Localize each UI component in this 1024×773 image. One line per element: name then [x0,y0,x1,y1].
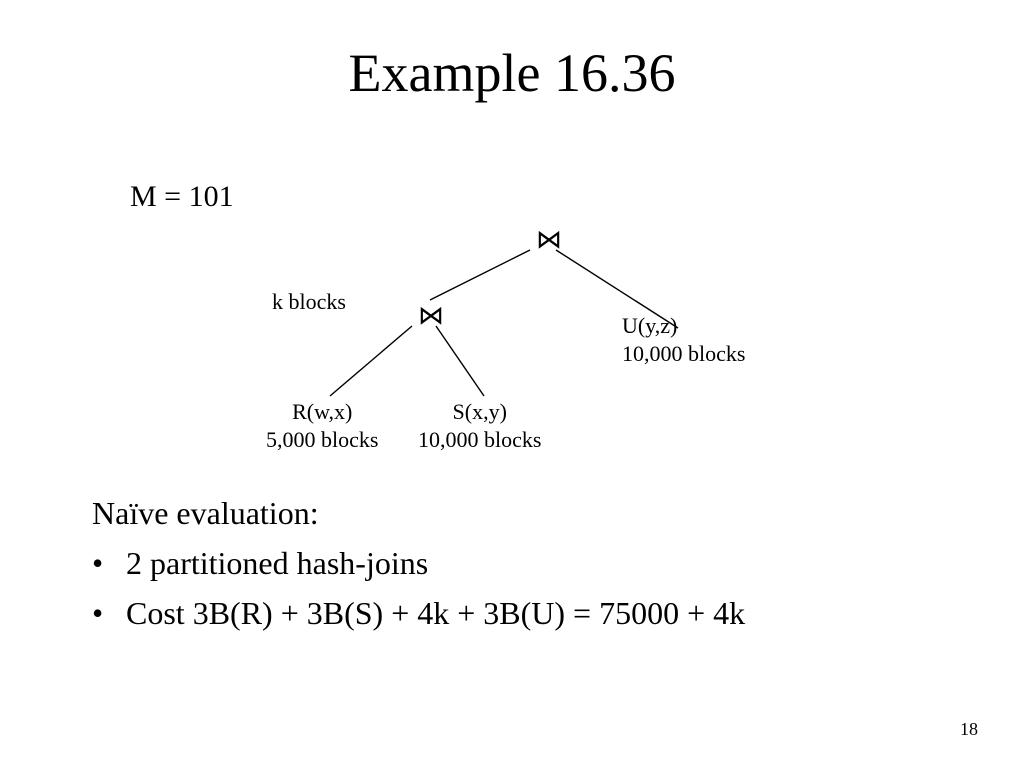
bullet-1: • 2 partitioned hash-joins [92,545,428,582]
bullet-icon: • [92,545,126,582]
bullet-icon: • [92,595,126,632]
s-line1: S(x,y) [418,398,541,426]
bullet-2: • Cost 3B(R) + 3B(S) + 4k + 3B(U) = 7500… [92,595,745,632]
s-line2: 10,000 blocks [418,426,541,454]
u-line2: 10,000 blocks [622,340,745,368]
edge-mid-right [436,326,484,396]
edge-mid-left [330,326,412,396]
r-line2: 5,000 blocks [266,426,378,454]
s-label: S(x,y) 10,000 blocks [418,398,541,453]
slide: Example 16.36 M = 101 ⋈ ⋈ k blocks U(y,z… [0,0,1024,768]
naive-heading: Naïve evaluation: [92,495,319,532]
tree-lines [0,0,1024,768]
bullet-1-text: 2 partitioned hash-joins [126,545,428,582]
edge-top-left [430,250,530,300]
r-label: R(w,x) 5,000 blocks [266,398,378,453]
join-icon: ⋈ [418,300,444,333]
tree-diagram: ⋈ ⋈ k blocks U(y,z) 10,000 blocks R(w,x)… [0,0,1024,768]
u-line1: U(y,z) [622,312,745,340]
k-blocks-label: k blocks [272,288,346,316]
join-icon: ⋈ [536,224,562,257]
u-label: U(y,z) 10,000 blocks [622,312,745,367]
page-number: 18 [960,719,978,740]
bullet-2-text: Cost 3B(R) + 3B(S) + 4k + 3B(U) = 75000 … [126,595,745,632]
r-line1: R(w,x) [266,398,378,426]
